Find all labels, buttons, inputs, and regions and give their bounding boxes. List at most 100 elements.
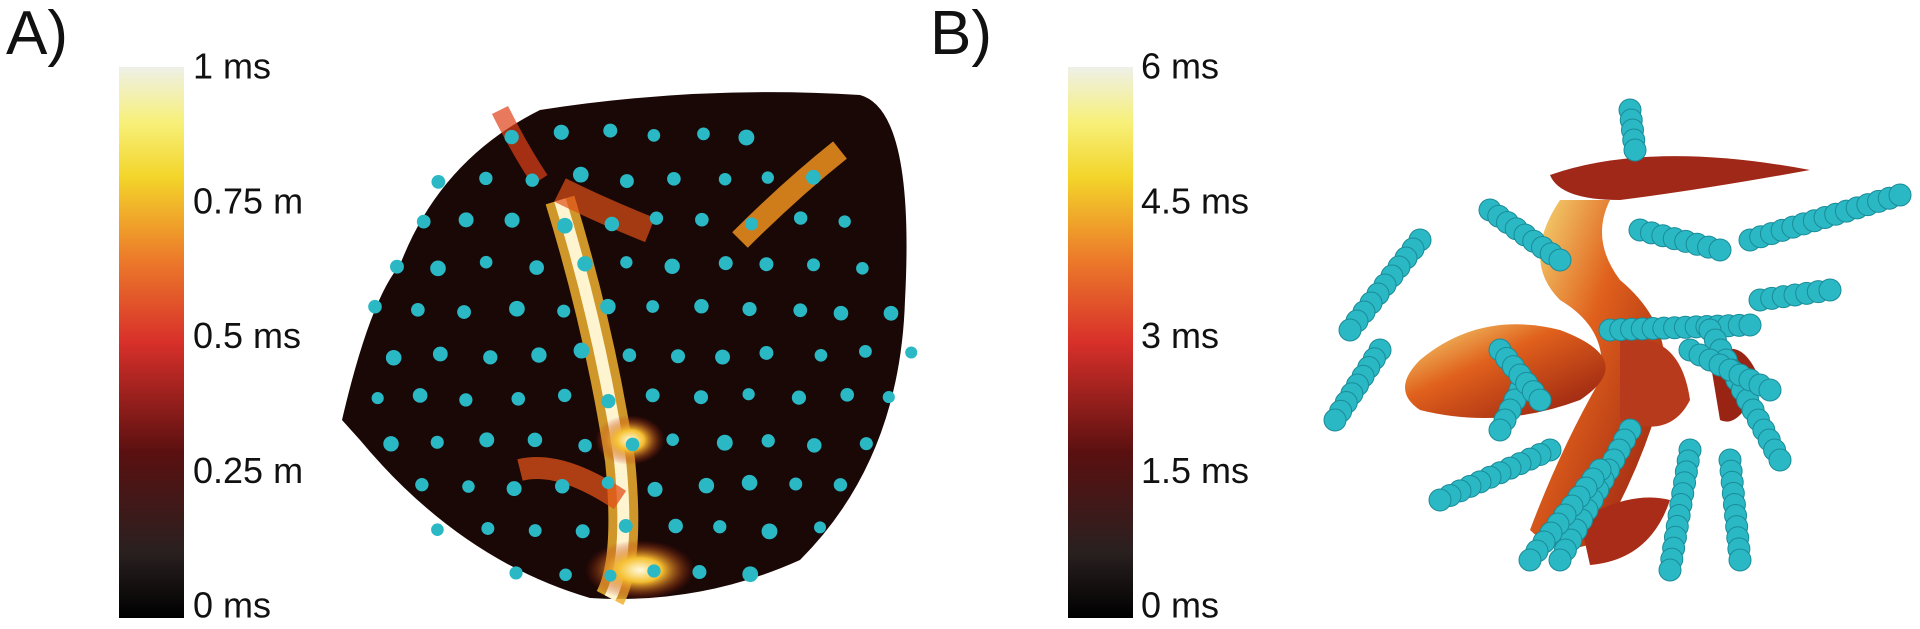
electrode [371,392,384,405]
colorbar [119,67,184,618]
electrode [905,346,918,359]
electrode [647,129,661,142]
electrode [759,346,774,360]
electrode [559,568,572,582]
electrode [601,394,616,409]
electrode [1323,408,1347,432]
electrode [411,302,425,317]
electrode [759,257,774,272]
colorbar-tick-label: 0.75 m [193,180,303,221]
electrode [1708,238,1732,262]
electrode [647,564,661,578]
electrode [600,298,616,315]
electrode [385,349,402,366]
electrode [528,524,542,537]
electrode [1428,488,1452,512]
electrode [718,172,732,186]
surface-map [342,92,918,605]
electrode [481,521,495,535]
electrode [664,258,680,274]
electrode [432,346,448,362]
electrode [695,212,709,227]
electrode [575,524,590,539]
electrode [814,348,828,362]
electrode [649,211,664,225]
electrode [415,477,429,492]
electrode [694,299,709,314]
electrode [793,211,808,225]
electrode [742,301,757,317]
electrode [620,256,633,269]
electrode [1488,418,1512,442]
electrode [390,259,404,274]
electrode [807,258,820,272]
electrode [527,432,543,448]
electrode [479,171,493,186]
electrode [840,388,855,402]
electrode [509,300,525,317]
electrode [761,523,778,540]
electrode [791,390,807,405]
electrode [430,435,444,449]
colorbar-tick-label: 1.5 ms [1141,450,1249,491]
electrode [430,260,446,277]
electrode [667,172,681,186]
electrode [668,518,683,534]
electrode [511,392,526,406]
electrode [619,174,634,189]
electrode [368,299,382,314]
electrode [793,303,808,318]
electrode [666,433,679,446]
electrode [1623,138,1647,162]
electrode [693,390,709,405]
electrode [761,434,775,448]
electrode [645,388,660,403]
electrode [742,566,759,583]
electrode [479,432,495,448]
electrode [742,388,755,401]
electrode [646,300,660,313]
electrode [789,477,803,491]
electrode [459,393,473,407]
electrode [504,212,520,228]
colorbar-tick-label: 0.5 ms [193,315,301,356]
electrode [529,260,544,275]
electrode [604,569,617,582]
electrode [431,174,446,189]
electrode [431,523,444,537]
electrode [1518,548,1542,572]
colorbar-tick-label: 0.25 m [193,450,303,491]
electrode [856,262,869,275]
electrode [713,520,727,534]
electrode [577,256,593,272]
electrode [859,344,872,358]
electrode [618,519,633,533]
electrode [718,256,733,271]
electrode [1548,248,1572,272]
electrode [1728,548,1752,572]
colorbar-tick-label: 3 ms [1141,315,1219,356]
electrode [1528,388,1552,412]
electrode [807,438,822,453]
electrode [1658,558,1682,582]
electrode [697,127,710,141]
electrode [525,173,539,187]
electrode [738,129,755,146]
electrode [833,305,849,321]
electrode [557,217,573,234]
electrode [813,521,827,534]
electrode [833,478,848,492]
electrode [531,347,547,363]
electrode [744,217,759,231]
electrode [572,166,589,183]
electrode [806,169,821,185]
electrode [859,437,873,451]
electrode [383,436,399,452]
panel-label: B) [930,0,992,68]
colorbar [1068,67,1133,618]
colorbar-tick-label: 6 ms [1141,46,1219,87]
electrode [622,348,637,363]
electrode [671,349,686,364]
electrode [509,566,523,580]
